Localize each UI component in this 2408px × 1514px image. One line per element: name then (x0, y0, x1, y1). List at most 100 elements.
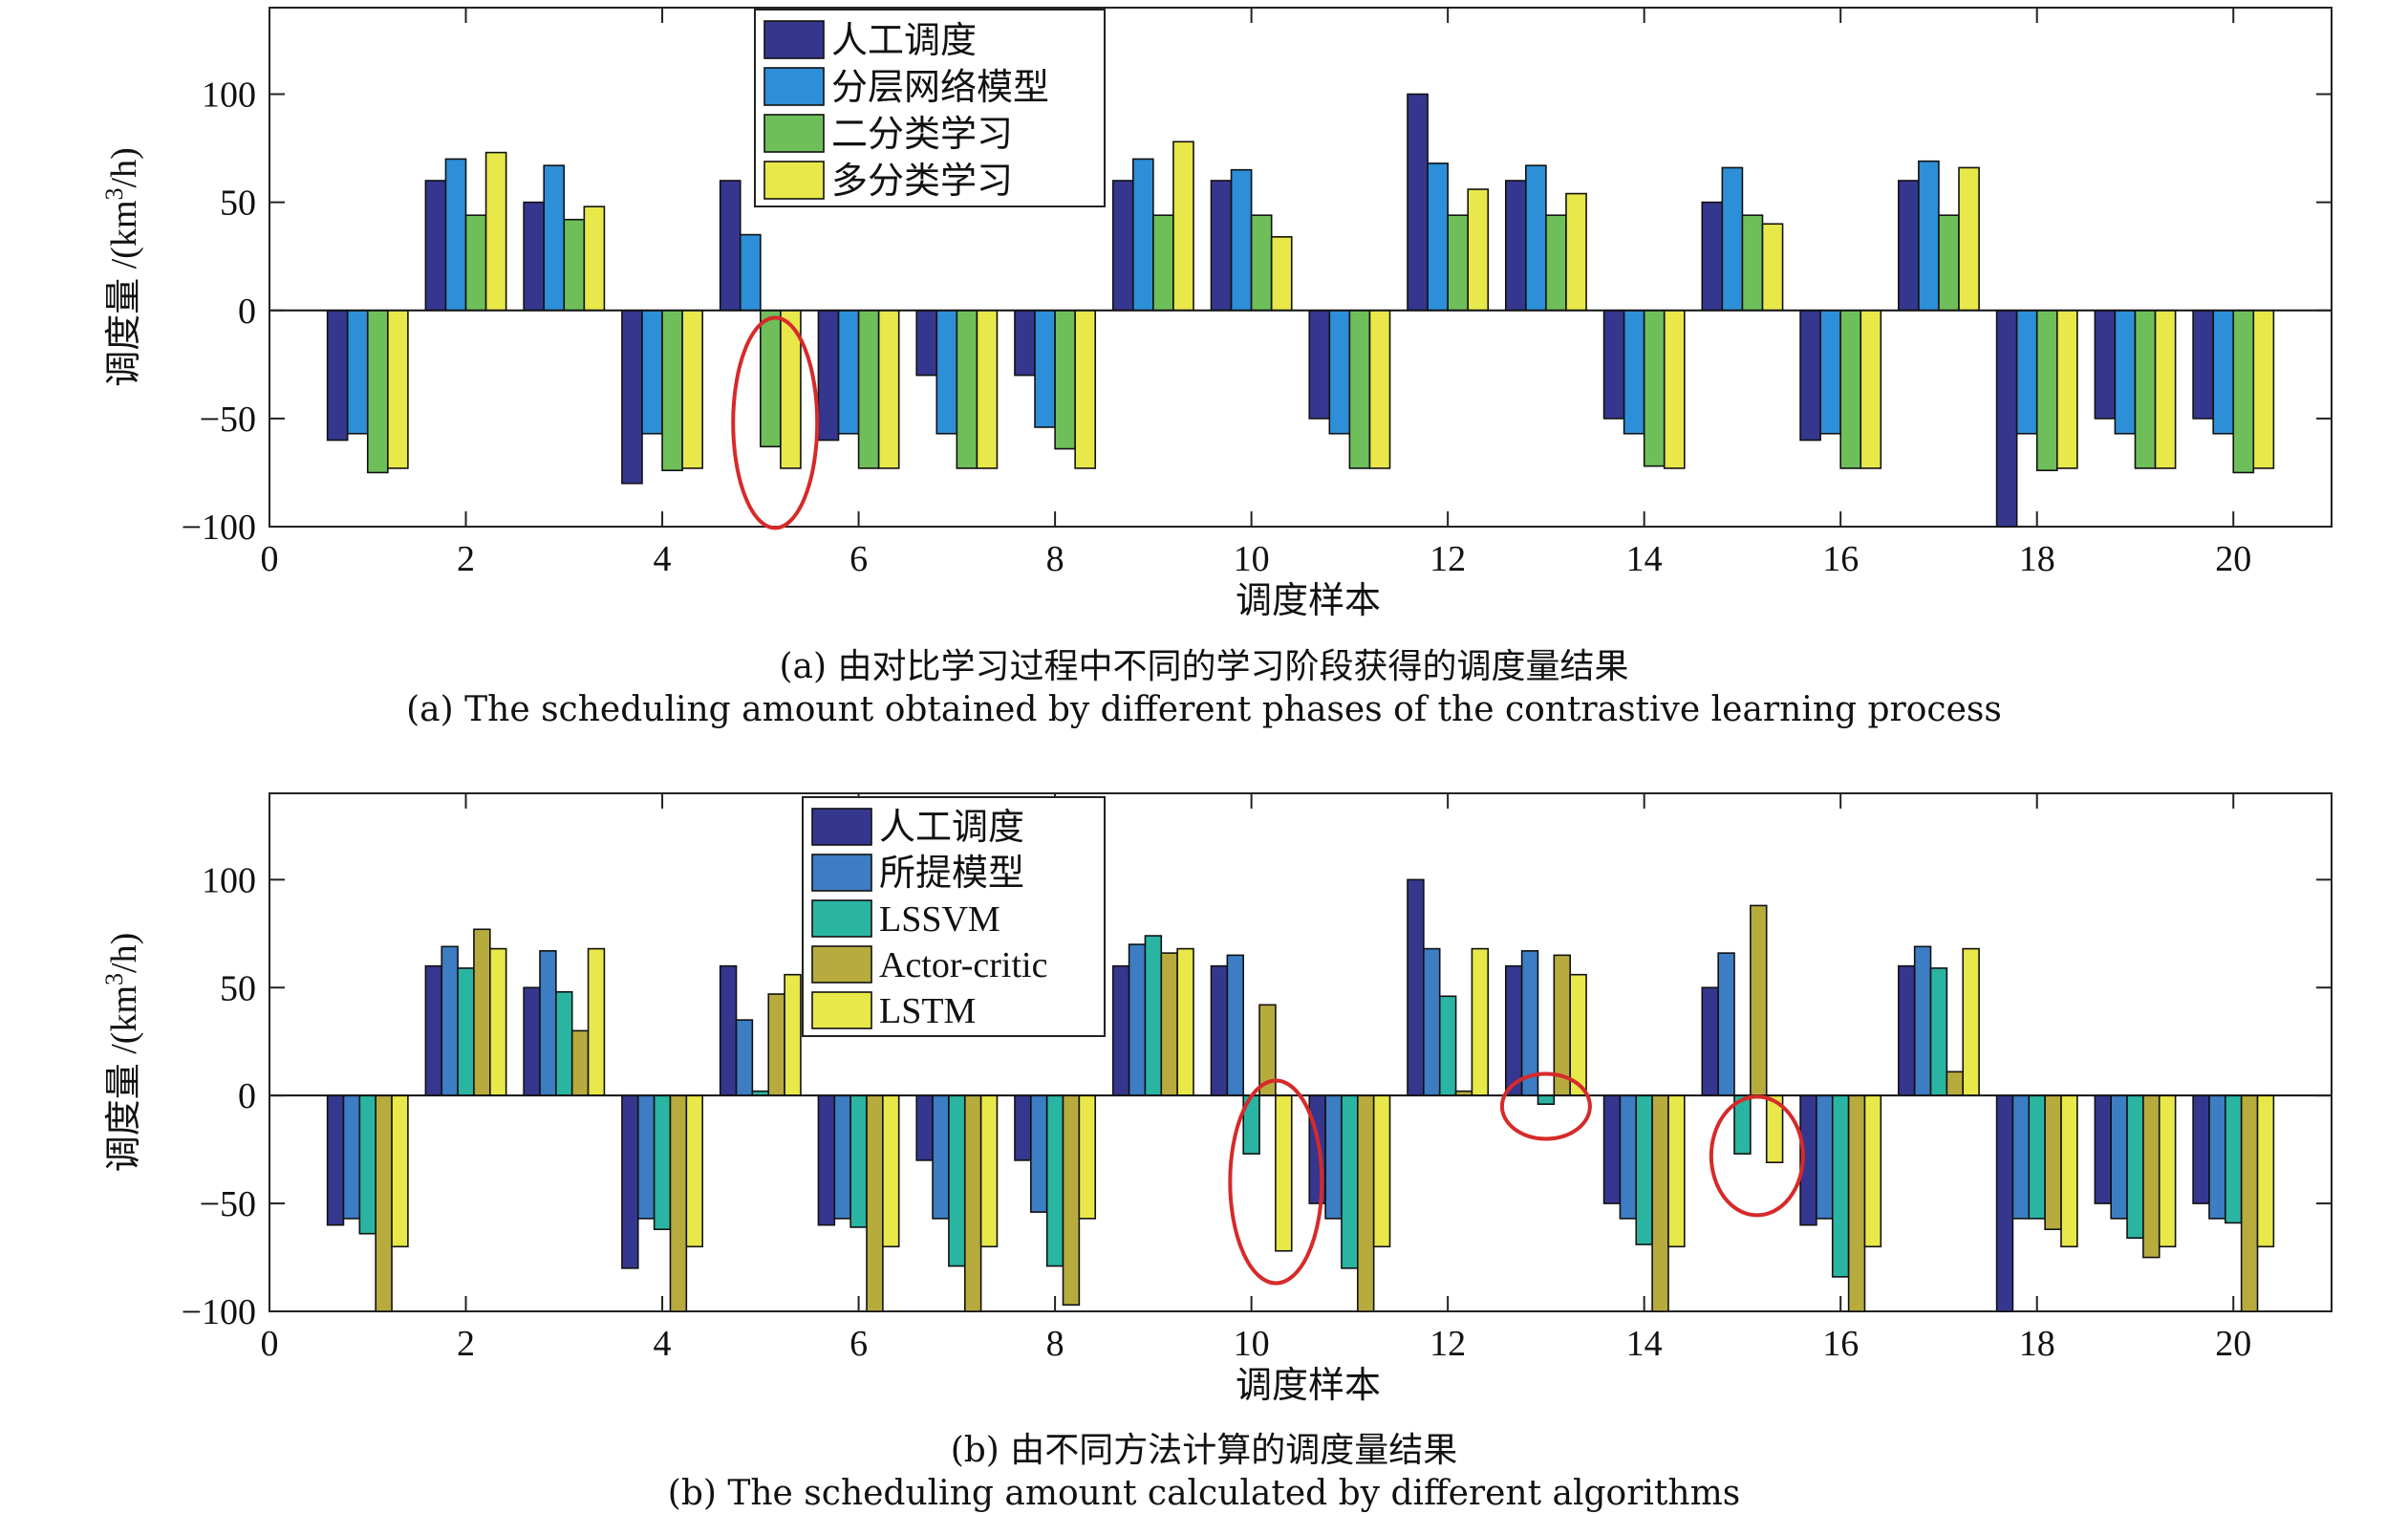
bar (1308, 309, 1331, 420)
bar (956, 309, 978, 469)
bar (1839, 309, 1862, 469)
bar (2015, 309, 2038, 435)
bar (1816, 1094, 1834, 1220)
bar (1635, 1094, 1653, 1245)
bar (681, 309, 703, 469)
bar (2154, 309, 2177, 469)
legend-label: 所提模型 (879, 854, 1024, 894)
bar (1226, 954, 1244, 1096)
bar (543, 164, 566, 312)
bar (1250, 214, 1273, 312)
bar (935, 309, 958, 435)
x-tick-label: 12 (1430, 539, 1466, 579)
bar (1860, 309, 1882, 469)
bar (2126, 1094, 2144, 1240)
bar (866, 1094, 884, 1312)
bar (358, 1094, 376, 1235)
bar (1667, 1094, 1686, 1248)
bar (1918, 160, 1940, 312)
highlight-ellipse (1499, 1071, 1592, 1141)
bar (587, 947, 606, 1096)
bar (1569, 973, 1587, 1096)
x-tick-label: 14 (1626, 539, 1663, 579)
bar (1447, 214, 1470, 312)
caption-a-en: (a) The scheduling amount obtained by di… (406, 690, 2002, 729)
legend-label: 人工调度 (831, 21, 977, 61)
x-tick-label: 16 (1822, 1324, 1859, 1364)
legend-label: 分层网络模型 (831, 68, 1049, 108)
bar (1619, 1094, 1638, 1220)
legend-swatch (811, 945, 872, 984)
bar (2212, 309, 2235, 435)
bar (489, 947, 507, 1096)
y-tick-label: 0 (238, 292, 256, 332)
bar (1407, 878, 1425, 1096)
legend-label: Actor-critic (879, 945, 1047, 985)
bar (1651, 1094, 1669, 1312)
legend-swatch (763, 67, 825, 106)
bar (1014, 309, 1036, 377)
bar (2158, 1094, 2177, 1248)
x-tick-label: 6 (849, 539, 868, 579)
x-tick-label: 14 (1626, 1324, 1663, 1364)
legend-swatch (763, 20, 825, 59)
bar (387, 309, 409, 469)
bar (636, 1094, 656, 1220)
x-tick-label: 16 (1822, 539, 1859, 579)
bar (661, 309, 683, 471)
bar (837, 309, 860, 435)
bar (1160, 952, 1178, 1096)
bar (1898, 964, 1916, 1096)
bar (1721, 166, 1744, 312)
bar (424, 964, 443, 1096)
bar (2035, 309, 2058, 471)
x-tick-label: 2 (457, 539, 475, 579)
bar (1504, 180, 1527, 312)
bar (1210, 180, 1233, 312)
bar (1438, 995, 1457, 1096)
bar (963, 1094, 982, 1312)
bar (1144, 935, 1163, 1096)
highlight-ellipse (731, 315, 820, 530)
bar (2055, 309, 2078, 469)
x-tick-label: 0 (261, 539, 279, 579)
bar (932, 1094, 950, 1220)
bar (882, 1094, 900, 1248)
highlight-ellipse (1709, 1094, 1805, 1218)
legend-label: 人工调度 (879, 808, 1024, 848)
x-axis-label: 调度样本 (1236, 581, 1381, 621)
x-tick-label: 10 (1234, 1324, 1270, 1364)
highlight-ellipse (1228, 1078, 1324, 1286)
bar (1034, 309, 1056, 428)
bar (1368, 309, 1391, 469)
bar (1750, 904, 1768, 1096)
x-tick-label: 2 (457, 1324, 475, 1364)
legend-swatch (811, 899, 872, 938)
bar (2252, 309, 2275, 469)
bar (1847, 1094, 1866, 1312)
x-tick-label: 18 (2019, 1324, 2055, 1364)
bar (1131, 158, 1154, 312)
y-tick-label: −50 (200, 1184, 256, 1224)
bar (1717, 952, 1735, 1096)
bar (1938, 214, 1960, 312)
bar (424, 180, 447, 312)
x-tick-label: 20 (2215, 1324, 2251, 1364)
bar (976, 309, 999, 469)
legend-swatch (811, 808, 872, 846)
x-tick-label: 4 (654, 1324, 672, 1364)
legend-label: 二分类学习 (831, 115, 1013, 155)
bar (1623, 309, 1645, 435)
bar (523, 986, 541, 1096)
bar (1128, 943, 1147, 1096)
bar (1341, 1094, 1359, 1269)
bar (391, 1094, 409, 1248)
x-tick-label: 8 (1046, 1324, 1064, 1364)
bar (817, 309, 840, 442)
bar (1741, 214, 1764, 312)
bar (1275, 1094, 1293, 1252)
bar (473, 928, 491, 1096)
bar (2192, 309, 2214, 420)
bar (719, 180, 742, 312)
